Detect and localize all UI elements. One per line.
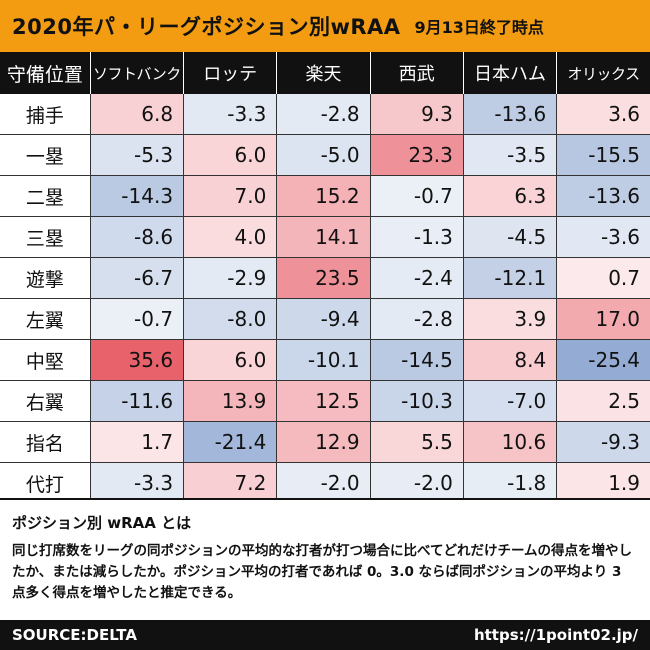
row-label-3: 三塁 <box>0 216 91 258</box>
table-row: 三塁 -8.6 4.0 14.1 -1.3 -4.5 -3.6 <box>0 216 650 258</box>
heatmap-cell: -3.3 <box>183 94 277 135</box>
heatmap-cell: -0.7 <box>89 298 184 340</box>
heatmap-cell: 3.6 <box>556 94 650 135</box>
heatmap-cell: -10.3 <box>369 380 464 422</box>
heatmap-cell: -9.4 <box>276 298 371 340</box>
heatmap-cell: 4.0 <box>183 216 277 258</box>
heatmap-cell: -2.8 <box>369 298 464 340</box>
heatmap-cell: 6.3 <box>462 175 557 217</box>
row-label-4: 遊撃 <box>0 257 91 299</box>
as-of-date: 9月13日終了時点 <box>414 18 544 37</box>
heatmap-cell: -14.5 <box>369 339 464 381</box>
source-url[interactable]: https://1point02.jp/ <box>473 626 638 644</box>
row-label-5: 左翼 <box>0 298 91 340</box>
heatmap-cell: -25.4 <box>556 339 650 381</box>
table-row: 指名 1.7 -21.4 12.9 5.5 10.6 -9.3 <box>0 421 650 463</box>
heatmap-cell: 35.6 <box>89 339 184 381</box>
heatmap-cell: -6.7 <box>89 257 184 299</box>
heatmap-cell: -7.0 <box>462 380 557 422</box>
header-bar: 2020年パ・リーグポジション別wRAA 9月13日終了時点 <box>0 0 650 52</box>
table-row: 中堅 35.6 6.0 -10.1 -14.5 8.4 -25.4 <box>0 339 650 381</box>
row-label-9: 代打 <box>0 462 91 503</box>
heatmap-cell: -8.0 <box>183 298 277 340</box>
heatmap-cell: 0.7 <box>556 257 650 299</box>
heatmap-cell: 12.9 <box>276 421 371 463</box>
heatmap-cell: 2.5 <box>556 380 650 422</box>
table-row: 一塁 -5.3 6.0 -5.0 23.3 -3.5 -15.5 <box>0 134 650 176</box>
heatmap-cell: -2.0 <box>369 462 464 503</box>
heatmap-cell: -12.1 <box>462 257 557 299</box>
heatmap-cell: -1.8 <box>462 462 557 503</box>
column-header-4: 日本ハム <box>462 52 557 94</box>
heatmap-cell: -9.3 <box>556 421 650 463</box>
description-heading: ポジション別 wRAA とは <box>12 514 192 532</box>
heatmap-cell: -15.5 <box>556 134 650 176</box>
row-label-2: 二塁 <box>0 175 91 217</box>
heatmap-cell: -2.9 <box>183 257 277 299</box>
heatmap-cell: -3.5 <box>462 134 557 176</box>
source-label: SOURCE:DELTA <box>12 626 137 644</box>
table-row: 左翼 -0.7 -8.0 -9.4 -2.8 3.9 17.0 <box>0 298 650 340</box>
heatmap-cell: 23.5 <box>276 257 371 299</box>
row-header-label: 守備位置 <box>0 52 91 94</box>
heatmap-cell: 17.0 <box>556 298 650 340</box>
heatmap-cell: 7.0 <box>183 175 277 217</box>
heatmap-cell: -8.6 <box>89 216 184 258</box>
chart-title: 2020年パ・リーグポジション別wRAA <box>12 15 401 39</box>
heatmap-cell: 6.0 <box>183 339 277 381</box>
heatmap-cell: 3.9 <box>462 298 557 340</box>
heatmap-cell: 5.5 <box>369 421 464 463</box>
heatmap: 守備位置 ソフトバンク ロッテ 楽天 西武 日本ハム オリックス 捕手 6.8 -3.3 -2.… <box>0 52 650 503</box>
column-header-3: 西武 <box>369 52 464 94</box>
heatmap-cell: -13.6 <box>462 94 557 135</box>
column-header-2: 楽天 <box>276 52 371 94</box>
column-header-row: 守備位置 ソフトバンク ロッテ 楽天 西武 日本ハム オリックス <box>0 52 650 94</box>
wraa-heatmap-table: 守備位置 ソフトバンク ロッテ 楽天 西武 日本ハム オリックス 捕手 6.8 -3.3 -2.… <box>0 52 650 503</box>
heatmap-cell: -0.7 <box>369 175 464 217</box>
heatmap-cell: -1.3 <box>369 216 464 258</box>
column-header-1: ロッテ <box>183 52 277 94</box>
heatmap-cell: -11.6 <box>89 380 184 422</box>
heatmap-cell: -14.3 <box>89 175 184 217</box>
heatmap-cell: 9.3 <box>369 94 464 135</box>
row-label-6: 中堅 <box>0 339 91 381</box>
heatmap-cell: -3.6 <box>556 216 650 258</box>
table-row: 遊撃 -6.7 -2.9 23.5 -2.4 -12.1 0.7 <box>0 257 650 299</box>
table-row: 捕手 6.8 -3.3 -2.8 9.3 -13.6 3.6 <box>0 94 650 135</box>
table-row: 代打 -3.3 7.2 -2.0 -2.0 -1.8 1.9 <box>0 462 650 503</box>
heatmap-cell: 14.1 <box>276 216 371 258</box>
description-body: 同じ打席数をリーグの同ポジションの平均的な打者が打つ場合に比べてどれだけチームの… <box>12 543 633 601</box>
row-label-1: 一塁 <box>0 134 91 176</box>
row-label-0: 捕手 <box>0 94 91 135</box>
heatmap-cell: 7.2 <box>183 462 277 503</box>
table-row: 二塁 -14.3 7.0 15.2 -0.7 6.3 -13.6 <box>0 175 650 217</box>
heatmap-cell: -13.6 <box>556 175 650 217</box>
heatmap-cell: 8.4 <box>462 339 557 381</box>
heatmap-cell: 13.9 <box>183 380 277 422</box>
heatmap-cell: -5.3 <box>89 134 184 176</box>
heatmap-cell: -5.0 <box>276 134 371 176</box>
heatmap-cell: 12.5 <box>276 380 371 422</box>
heatmap-cell: 6.8 <box>89 94 184 135</box>
heatmap-cell: 23.3 <box>369 134 464 176</box>
heatmap-cell: -2.0 <box>276 462 371 503</box>
heatmap-cell: -3.3 <box>89 462 184 503</box>
description-panel: ポジション別 wRAA とは 同じ打席数をリーグの同ポジションの平均的な打者が打… <box>0 498 650 618</box>
heatmap-cell: -2.8 <box>276 94 371 135</box>
heatmap-cell: 15.2 <box>276 175 371 217</box>
heatmap-cell: -21.4 <box>183 421 277 463</box>
table-row: 右翼 -11.6 13.9 12.5 -10.3 -7.0 2.5 <box>0 380 650 422</box>
footer-bar: SOURCE:DELTA https://1point02.jp/ <box>0 620 650 650</box>
row-label-8: 指名 <box>0 421 91 463</box>
heatmap-cell: 1.9 <box>556 462 650 503</box>
heatmap-cell: -10.1 <box>276 339 371 381</box>
column-header-0: ソフトバンク <box>89 52 184 94</box>
column-header-5: オリックス <box>556 52 650 94</box>
heatmap-cell: 10.6 <box>462 421 557 463</box>
row-label-7: 右翼 <box>0 380 91 422</box>
heatmap-cell: 6.0 <box>183 134 277 176</box>
heatmap-cell: 1.7 <box>89 421 184 463</box>
heatmap-cell: -4.5 <box>462 216 557 258</box>
heatmap-cell: -2.4 <box>369 257 464 299</box>
